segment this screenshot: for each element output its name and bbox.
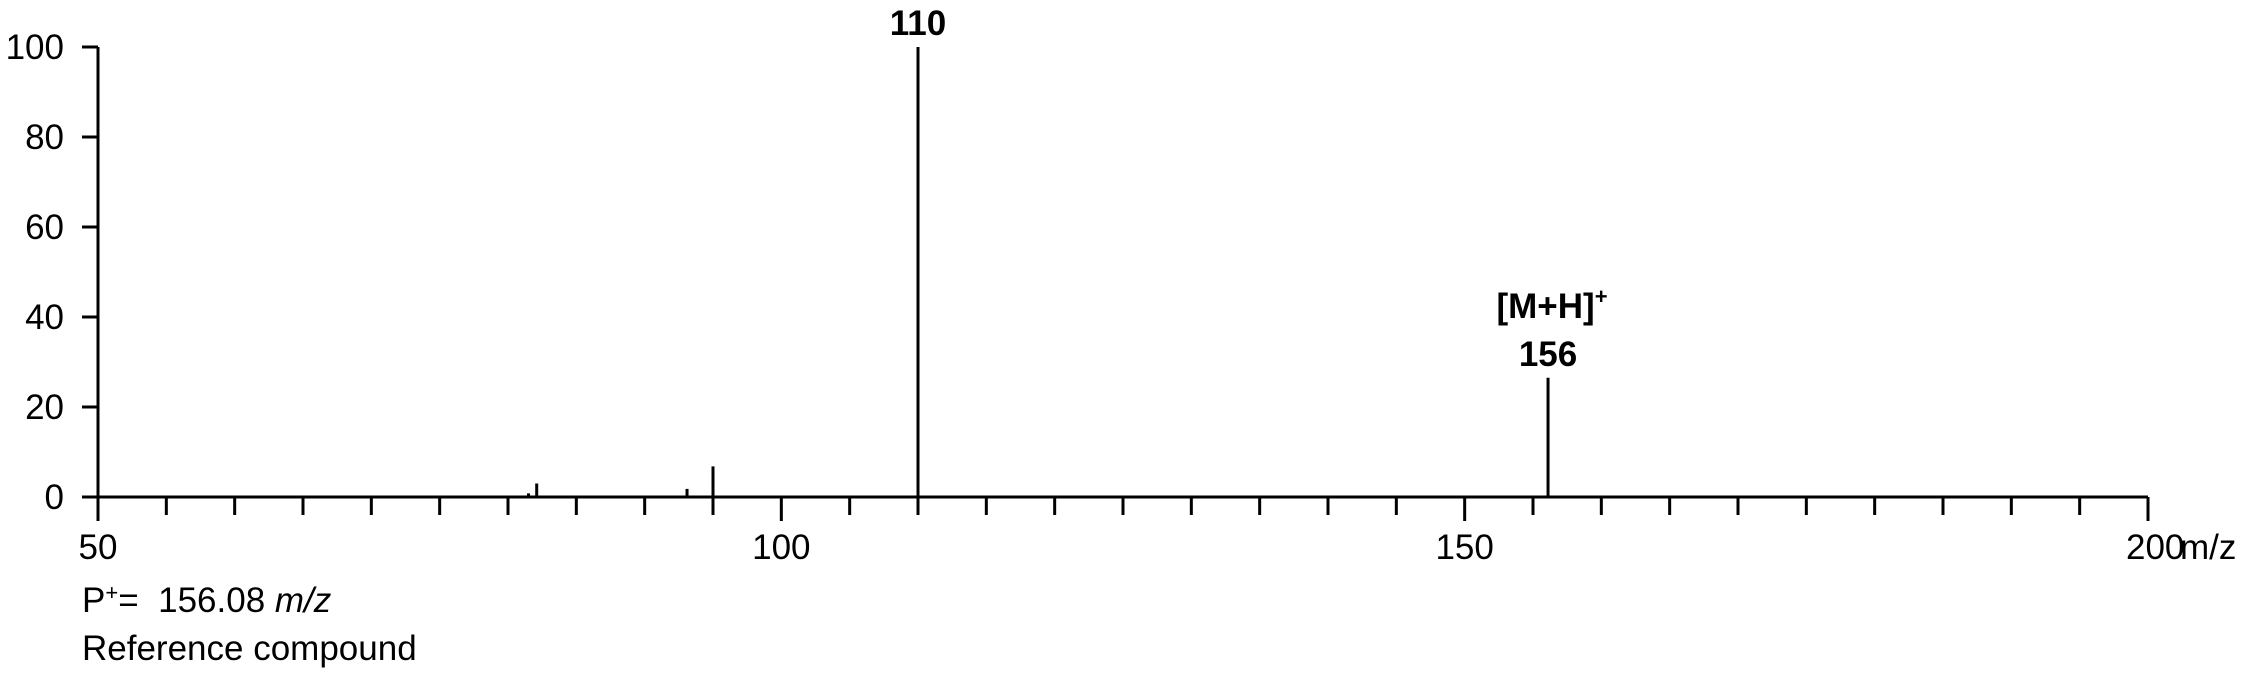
peak-labels: 110 156 [M+H]+ (890, 4, 1608, 374)
peak-ion-annotation-main: [M+H] (1497, 287, 1595, 326)
y-tick-label: 40 (25, 298, 64, 337)
precursor-unit: m/z (274, 581, 332, 620)
peak-ion-annotation-sup: + (1595, 284, 1608, 309)
y-tick-label: 0 (45, 478, 64, 517)
precursor-ion-caption: P+= 156.08 m/z (82, 581, 331, 621)
y-tick-label: 20 (25, 388, 64, 427)
x-unit-label: m/z (2180, 528, 2236, 567)
peak-ion-annotation: [M+H]+ (1497, 284, 1608, 326)
precursor-value: = 156.08 (118, 581, 275, 620)
precursor-symbol: P (82, 581, 106, 620)
y-tick-label: 100 (6, 28, 64, 67)
x-tick-label: 100 (752, 528, 810, 567)
peak-series (527, 47, 1550, 497)
precursor-charge-sup: + (105, 580, 119, 605)
x-tick-label: 50 (79, 528, 118, 567)
x-tick-label: 200 (2126, 528, 2184, 567)
peak-mz-label: 110 (890, 4, 946, 43)
axes (96, 47, 2148, 499)
x-tick-label: 150 (1435, 528, 1493, 567)
peak-mz-label: 156 (1519, 335, 1577, 374)
sample-caption: Reference compound (82, 629, 417, 668)
y-tick-label: 80 (25, 118, 64, 157)
y-tick-label: 60 (25, 208, 64, 247)
